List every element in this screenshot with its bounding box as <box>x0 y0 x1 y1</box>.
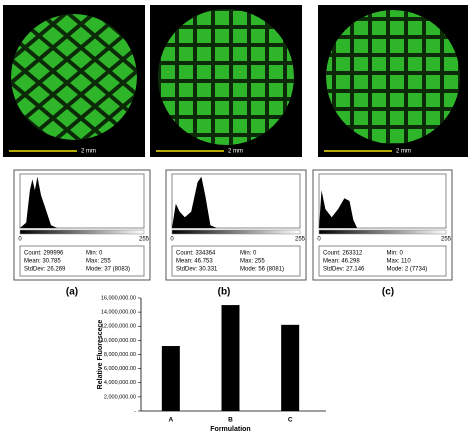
stat: Mode: 56 (8081) <box>240 267 284 273</box>
scale-label: 2 mm <box>228 149 243 155</box>
stat: Mean: 30.785 <box>24 259 61 265</box>
hist-max: 255 <box>139 237 150 243</box>
scaffold-gap <box>11 14 122 114</box>
y-tick-label: - <box>134 408 136 414</box>
y-tick-label: 16,000,000.00 <box>101 295 136 301</box>
x-tick-label: B <box>228 417 233 424</box>
gray-ramp <box>19 229 145 235</box>
scale-label: 2 mm <box>81 149 96 155</box>
x-tick-label: C <box>288 417 293 424</box>
stat: Mode: 2 (7734) <box>387 267 428 273</box>
y-tick-label: 14,000,000.00 <box>101 310 136 316</box>
gray-ramp <box>318 229 447 235</box>
bar <box>161 346 180 411</box>
scaffold-disc <box>326 10 460 144</box>
hist-min: 0 <box>170 237 174 243</box>
stat: Min: 0 <box>387 251 404 257</box>
stat: Mean: 46.753 <box>176 259 213 265</box>
stats-box <box>318 245 447 277</box>
stat: Max: 255 <box>240 259 265 265</box>
y-tick-label: 4,000,000.00 <box>104 380 136 386</box>
scale-label: 2 mm <box>396 149 411 155</box>
stat: StdDev: 27.146 <box>323 267 365 273</box>
scaffold-gap <box>37 54 137 140</box>
stat: Count: 263312 <box>323 251 363 257</box>
y-tick-label: 6,000,000.00 <box>104 366 136 372</box>
panel-label: (a) <box>66 287 78 298</box>
panel-label: (b) <box>218 287 231 298</box>
scaffold-gap <box>11 75 93 140</box>
hist-max: 255 <box>441 237 452 243</box>
stat: Min: 0 <box>240 251 257 257</box>
scaffold-gap <box>11 14 111 100</box>
x-tick-label: A <box>168 417 173 424</box>
stat: Max: 255 <box>86 259 111 265</box>
stat: Max: 110 <box>387 259 412 265</box>
hist-min: 0 <box>18 237 22 243</box>
stat: Count: 334364 <box>176 251 216 257</box>
scaffold-gap <box>11 61 105 140</box>
scaffold-gap <box>49 68 137 140</box>
stat: Min: 0 <box>86 251 103 257</box>
x-axis-title: Formulation <box>210 426 250 433</box>
stat: Count: 299996 <box>24 251 64 257</box>
histogram <box>319 190 358 228</box>
stat: StdDev: 30.331 <box>176 267 218 273</box>
gray-ramp <box>171 229 301 235</box>
scaffold <box>11 14 137 140</box>
scaffold-gap <box>14 26 134 128</box>
scaffold-gap <box>26 40 137 140</box>
y-axis-title: Relative Fluorescece <box>97 320 104 390</box>
scaffold-gap <box>55 14 137 79</box>
stats-box <box>171 245 301 277</box>
scaffold-gap <box>11 14 99 86</box>
hist-min: 0 <box>317 237 321 243</box>
y-tick-label: 8,000,000.00 <box>104 352 136 358</box>
bar <box>281 324 300 411</box>
panel-label: (c) <box>382 287 394 298</box>
histogram <box>172 176 217 228</box>
stat: Mode: 37 (8083) <box>86 267 130 273</box>
stat: StdDev: 26.269 <box>24 267 66 273</box>
y-tick-label: 2,000,000.00 <box>104 394 136 400</box>
hist-max: 255 <box>295 237 306 243</box>
stats-box <box>19 245 145 277</box>
stat: Mean: 46.298 <box>323 259 360 265</box>
y-tick-label: 10,000,000.00 <box>101 338 136 344</box>
y-tick-label: 12,000,000.00 <box>101 324 136 330</box>
bar <box>221 305 240 411</box>
scaffold-gap <box>43 14 137 93</box>
histogram <box>20 176 58 228</box>
